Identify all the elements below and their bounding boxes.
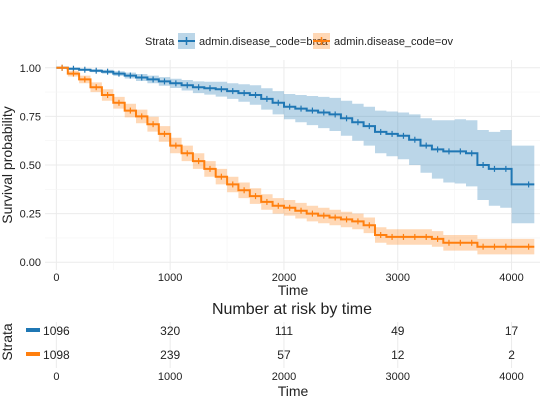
x-tick-label: 1000 <box>158 272 182 284</box>
y-tick-label: 1.00 <box>20 63 41 75</box>
risk-table-x-tick-labels: 0 1000 2000 3000 4000 <box>53 371 523 383</box>
grid <box>45 60 540 270</box>
risk-table-rows: 1096 320 111 49 17 1098 239 57 12 2 <box>26 324 519 362</box>
risk-table-grid <box>55 322 513 368</box>
risk-table-title: Number at risk by time <box>212 301 372 318</box>
risk-count: 239 <box>160 348 180 362</box>
survival-plot: 0.00 0.25 0.50 0.75 1.00 0 1000 2000 3000 4000 S… <box>0 60 540 298</box>
risk-x-tick-label: 0 <box>53 371 59 383</box>
risk-count: 57 <box>277 348 291 362</box>
risk-table-y-label: Strata <box>0 323 15 361</box>
legend-label-ov: admin.disease_code=ov <box>334 36 453 48</box>
x-tick-label: 2000 <box>272 272 296 284</box>
risk-x-tick-label: 3000 <box>386 371 410 383</box>
x-axis-label: Time <box>278 282 309 298</box>
risk-count: 12 <box>391 348 405 362</box>
legend-item-ov[interactable]: admin.disease_code=ov <box>313 33 453 49</box>
risk-x-tick-label: 2000 <box>272 371 296 383</box>
risk-count: 1098 <box>43 348 70 362</box>
risk-count: 49 <box>391 324 405 338</box>
risk-count: 111 <box>275 324 294 338</box>
risk-table: Number at risk by time 1096 320 111 49 17109… <box>0 301 524 399</box>
risk-x-tick-label: 4000 <box>499 371 523 383</box>
y-tick-labels: 0.00 0.25 0.50 0.75 1.00 <box>20 63 41 269</box>
confidence-bands <box>56 67 535 255</box>
risk-count: 320 <box>160 324 180 338</box>
risk-count: 1096 <box>43 324 70 338</box>
legend-title: Strata <box>145 36 175 48</box>
legend-label-brca: admin.disease_code=brca <box>199 36 329 48</box>
x-tick-label: 3000 <box>386 272 410 284</box>
y-tick-label: 0.25 <box>20 209 41 221</box>
survival-curve-brca <box>56 66 535 186</box>
x-tick-label: 0 <box>53 272 59 284</box>
risk-table-x-label: Time <box>278 383 309 399</box>
x-tick-labels: 0 1000 2000 3000 4000 <box>53 272 523 284</box>
y-axis-label: Survival probability <box>0 106 15 224</box>
legend-item-brca[interactable]: admin.disease_code=brca <box>178 33 329 49</box>
confidence-band-brca <box>56 67 535 224</box>
risk-x-tick-label: 1000 <box>158 371 182 383</box>
risk-count: 17 <box>505 324 519 338</box>
y-tick-label: 0.00 <box>20 257 41 269</box>
y-tick-label: 0.50 <box>20 160 41 172</box>
confidence-band-ov <box>56 67 535 255</box>
x-tick-label: 4000 <box>499 272 523 284</box>
risk-count: 2 <box>508 348 515 362</box>
y-tick-label: 0.75 <box>20 111 41 123</box>
survival-curves <box>56 64 535 250</box>
legend: Strata admin.disease_code=brca admin.dis… <box>145 33 453 49</box>
